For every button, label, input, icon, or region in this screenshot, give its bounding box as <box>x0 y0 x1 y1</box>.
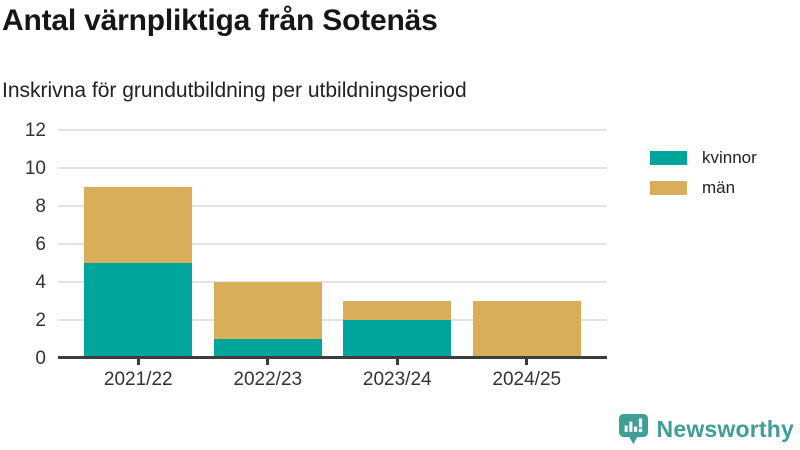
legend-item-kvinnor: kvinnor <box>650 149 757 166</box>
x-axis-category-label: 2022/23 <box>233 369 303 390</box>
brand-name: Newsworthy <box>656 415 794 442</box>
x-axis-tick <box>525 358 529 365</box>
legend-label: kvinnor <box>702 148 757 167</box>
x-axis-tick <box>136 358 140 365</box>
gridline <box>58 129 607 131</box>
y-axis-tick-label: 4 <box>35 272 46 293</box>
y-axis-tick-label: 2 <box>35 310 46 331</box>
bar-segment-män-2024/25 <box>472 301 581 358</box>
brand-footer: Newsworthy <box>618 413 794 445</box>
x-axis-tick <box>266 358 270 365</box>
bar-segment-kvinnor-2021/22 <box>84 263 193 358</box>
y-axis-tick-label: 10 <box>24 158 46 179</box>
legend-label: män <box>702 178 736 197</box>
legend-swatch-män <box>650 180 687 195</box>
bar-segment-män-2021/22 <box>84 187 193 263</box>
gridline <box>58 319 607 321</box>
gridline <box>58 243 607 245</box>
gridline <box>58 167 607 169</box>
y-axis-tick-label: 0 <box>35 348 46 369</box>
y-axis-tick-label: 8 <box>35 196 46 217</box>
gridline <box>58 281 607 283</box>
x-axis-category-label: 2021/22 <box>103 369 173 390</box>
bar-segment-män-2022/23 <box>213 282 322 339</box>
bar-segment-kvinnor-2022/23 <box>213 339 322 358</box>
legend-swatch-kvinnor <box>650 150 687 165</box>
y-axis-tick-label: 6 <box>35 234 46 255</box>
x-axis-category-label: 2023/24 <box>362 369 432 390</box>
bar-segment-män-2023/24 <box>343 301 452 320</box>
bar-segment-kvinnor-2023/24 <box>343 320 452 358</box>
x-axis-line <box>58 356 607 359</box>
x-axis-category-label: 2024/25 <box>492 369 562 390</box>
newsworthy-logo-icon <box>618 414 648 445</box>
legend-item-män: män <box>650 179 757 196</box>
gridline <box>58 205 607 207</box>
chart-title: Antal värnpliktiga från Sotenäs <box>2 4 438 37</box>
chart-subtitle: Inskrivna för grundutbildning per utbild… <box>2 79 467 102</box>
y-axis-tick-label: 12 <box>24 120 46 141</box>
legend: kvinnor män <box>650 149 757 209</box>
x-axis-tick <box>395 358 399 365</box>
